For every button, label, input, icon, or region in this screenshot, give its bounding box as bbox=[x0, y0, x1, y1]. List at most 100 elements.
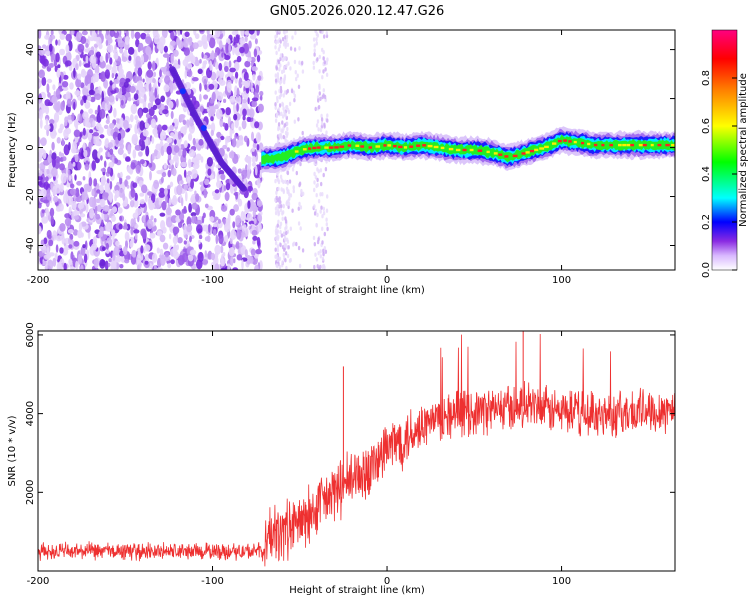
tone-core bbox=[493, 152, 498, 155]
noise-speck bbox=[321, 240, 324, 245]
noise-speck bbox=[249, 108, 255, 118]
noise-speck bbox=[55, 52, 60, 63]
noise-speck bbox=[56, 69, 61, 78]
noise-speck bbox=[89, 129, 94, 134]
noise-speck bbox=[77, 253, 82, 264]
noise-speck bbox=[276, 72, 280, 77]
noise-speck bbox=[257, 103, 264, 113]
noise-speck bbox=[298, 201, 301, 207]
noise-speck bbox=[88, 49, 95, 56]
noise-speck bbox=[56, 261, 63, 270]
noise-speck bbox=[283, 235, 287, 241]
tone-core bbox=[618, 143, 622, 147]
noise-speck bbox=[124, 231, 130, 241]
noise-speck bbox=[238, 77, 243, 89]
noise-speck bbox=[186, 223, 193, 233]
noise-speck bbox=[229, 67, 236, 73]
noise-speck bbox=[183, 47, 190, 56]
noise-speck bbox=[106, 98, 109, 106]
noise-speck bbox=[313, 242, 316, 247]
noise-speck bbox=[114, 184, 120, 192]
noise-speck bbox=[156, 170, 163, 175]
noise-speck bbox=[93, 258, 99, 269]
tone-core bbox=[302, 148, 307, 151]
noise-speck bbox=[257, 177, 261, 189]
noise-speck bbox=[319, 249, 322, 254]
noise-speck bbox=[134, 31, 141, 40]
noise-speck bbox=[106, 115, 110, 123]
noise-speck bbox=[219, 79, 226, 86]
noise-speck bbox=[161, 171, 167, 178]
noise-speck bbox=[297, 117, 300, 122]
noise-speck bbox=[299, 205, 303, 210]
noise-speck bbox=[41, 76, 47, 86]
noise-speck bbox=[322, 172, 325, 178]
noise-speck bbox=[252, 143, 257, 149]
noise-speck bbox=[168, 100, 174, 109]
noise-speck bbox=[252, 239, 256, 245]
noise-speck bbox=[119, 143, 125, 150]
snr-y-label: SNR (10 * v/v) bbox=[7, 415, 18, 486]
noise-speck bbox=[111, 73, 115, 79]
noise-speck bbox=[40, 137, 47, 147]
noise-speck bbox=[276, 247, 280, 253]
noise-speck bbox=[109, 193, 113, 203]
noise-speck bbox=[277, 219, 280, 224]
noise-speck bbox=[208, 37, 216, 49]
noise-speck bbox=[160, 254, 166, 266]
noise-speck bbox=[297, 245, 301, 251]
noise-speck bbox=[53, 112, 60, 123]
noise-speck bbox=[170, 110, 174, 120]
noise-speck bbox=[226, 147, 230, 152]
noise-speck bbox=[284, 216, 287, 221]
noise-speck bbox=[186, 63, 193, 70]
noise-speck bbox=[155, 204, 160, 210]
noise-speck bbox=[254, 121, 260, 129]
noise-speck bbox=[216, 91, 224, 102]
noise-speck bbox=[47, 259, 54, 270]
noise-speck bbox=[188, 254, 194, 262]
noise-speck bbox=[124, 36, 130, 45]
noise-speck bbox=[278, 88, 281, 94]
noise-speck bbox=[281, 57, 285, 62]
noise-speck bbox=[174, 139, 177, 145]
tone-core bbox=[409, 145, 414, 148]
noise-speck bbox=[156, 267, 163, 270]
noise-speck bbox=[114, 194, 117, 202]
tone-core bbox=[329, 146, 334, 149]
noise-speck bbox=[230, 256, 234, 267]
noise-speck bbox=[82, 176, 86, 181]
noise-speck bbox=[170, 53, 175, 65]
noise-speck bbox=[91, 188, 95, 196]
noise-speck bbox=[74, 90, 81, 96]
noise-speck bbox=[277, 186, 280, 192]
noise-speck bbox=[213, 195, 220, 201]
noise-speck bbox=[41, 173, 45, 184]
noise-speck bbox=[42, 260, 47, 266]
noise-speck bbox=[125, 175, 131, 180]
noise-speck bbox=[130, 103, 137, 115]
noise-speck bbox=[107, 262, 111, 267]
noise-speck bbox=[44, 105, 50, 115]
noise-speck bbox=[99, 198, 106, 208]
noise-speck bbox=[63, 262, 67, 270]
noise-speck bbox=[167, 184, 171, 190]
noise-speck bbox=[112, 233, 115, 243]
noise-speck bbox=[47, 92, 51, 98]
noise-speck bbox=[322, 248, 325, 253]
noise-speck bbox=[77, 43, 85, 53]
noise-speck bbox=[259, 95, 263, 101]
noise-speck bbox=[168, 233, 172, 240]
noise-speck bbox=[179, 114, 186, 119]
noise-speck bbox=[293, 59, 297, 65]
tone-core bbox=[638, 143, 643, 147]
noise-speck bbox=[162, 66, 167, 75]
noise-speck bbox=[169, 159, 175, 165]
noise-speck bbox=[39, 81, 42, 88]
noise-speck bbox=[90, 76, 96, 84]
noise-speck bbox=[83, 95, 87, 104]
noise-speck bbox=[288, 101, 292, 107]
noise-speck bbox=[285, 133, 289, 138]
noise-speck bbox=[183, 184, 189, 191]
